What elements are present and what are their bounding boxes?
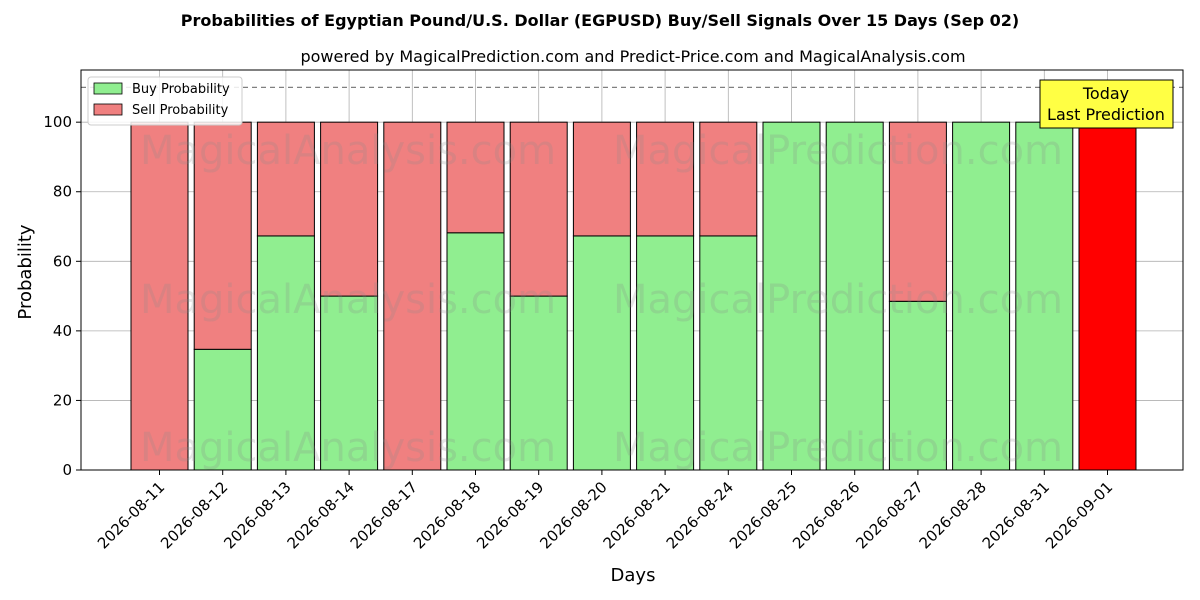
bar-sell — [446, 121, 505, 234]
x-tick-label: 2026-08-21 — [600, 478, 674, 552]
legend: Buy Probability Sell Probability — [87, 76, 243, 126]
chart-subtitle: powered by MagicalPrediction.com and Pre… — [300, 47, 965, 66]
legend-box — [87, 76, 243, 126]
bar-sell — [572, 121, 631, 237]
chart-title: Probabilities of Egyptian Pound/U.S. Dol… — [181, 11, 1019, 30]
watermark-layer: MagicalAnalysis.com MagicalPrediction.com… — [140, 128, 1063, 471]
x-tick-label: 2026-08-28 — [916, 478, 990, 552]
x-tick-label: 2026-08-13 — [220, 478, 294, 552]
x-tick-label: 2026-08-12 — [157, 478, 231, 552]
y-tick-label: 60 — [53, 252, 72, 270]
x-tick-label: 2026-08-18 — [410, 478, 484, 552]
x-tick-label: 2026-08-25 — [726, 478, 800, 552]
x-tick-label: 2026-08-26 — [789, 478, 863, 552]
bar-buy — [699, 235, 758, 471]
x-axis-label: Days — [611, 565, 656, 586]
bar-sell-highlight — [1078, 121, 1137, 471]
legend-swatch-buy — [93, 82, 123, 95]
bar-buy — [762, 121, 821, 471]
bar-buy — [888, 300, 947, 471]
bar-buy — [952, 121, 1011, 471]
bar-buy — [572, 235, 631, 471]
watermark-text: MagicalPrediction.com — [613, 277, 1063, 323]
bar-sell — [383, 121, 442, 471]
x-tick-label: 2026-08-24 — [663, 478, 737, 552]
bar-buy — [193, 348, 252, 471]
bar-buy — [1015, 121, 1074, 471]
bar-sell — [699, 121, 758, 237]
x-tick-label: 2026-08-11 — [94, 478, 168, 552]
y-tick-label: 80 — [53, 183, 72, 201]
x-tick-label: 2026-08-19 — [473, 478, 547, 552]
y-tick-label: 100 — [43, 113, 72, 131]
legend-label-sell: Sell Probability — [132, 103, 229, 118]
x-tick-label: 2026-08-20 — [536, 478, 610, 552]
watermark-text: MagicalPrediction.com — [613, 425, 1063, 471]
watermark-text: MagicalAnalysis.com — [140, 425, 556, 471]
bar-sell — [130, 121, 189, 471]
x-tick-label: 2026-08-14 — [284, 478, 358, 552]
y-tick-label: 40 — [53, 322, 72, 340]
bar-sell — [256, 121, 315, 237]
watermark-text: MagicalPrediction.com — [613, 128, 1063, 174]
x-tick-label: 2026-08-27 — [852, 478, 926, 552]
bar-sell — [193, 121, 252, 350]
x-tick-label: 2026-08-17 — [347, 478, 421, 552]
bar-sell — [888, 121, 947, 302]
bar-sell — [636, 121, 695, 237]
bar-sell — [509, 121, 568, 297]
today-annotation-box — [1039, 79, 1174, 129]
y-tick-label: 0 — [62, 461, 72, 479]
bar-buy — [320, 295, 379, 471]
watermark-text: MagicalAnalysis.com — [140, 277, 556, 323]
watermark-text: MagicalAnalysis.com — [140, 128, 556, 174]
y-tick-label: 20 — [53, 391, 72, 409]
today-annotation-line2: Last Prediction — [1047, 105, 1165, 124]
bar-sell — [320, 121, 379, 297]
bars-layer — [130, 121, 1137, 471]
legend-swatch-sell — [93, 103, 123, 116]
today-annotation: Today Last Prediction — [1039, 79, 1174, 129]
y-axis-label: Probability — [15, 224, 36, 319]
bar-buy — [446, 232, 505, 471]
bar-buy — [256, 235, 315, 471]
x-tick-label: 2026-09-01 — [1042, 478, 1116, 552]
today-annotation-line1: Today — [1082, 84, 1129, 103]
plot-frame — [80, 69, 1184, 471]
x-tick-label: 2026-08-31 — [979, 478, 1053, 552]
legend-label-buy: Buy Probability — [132, 82, 230, 97]
